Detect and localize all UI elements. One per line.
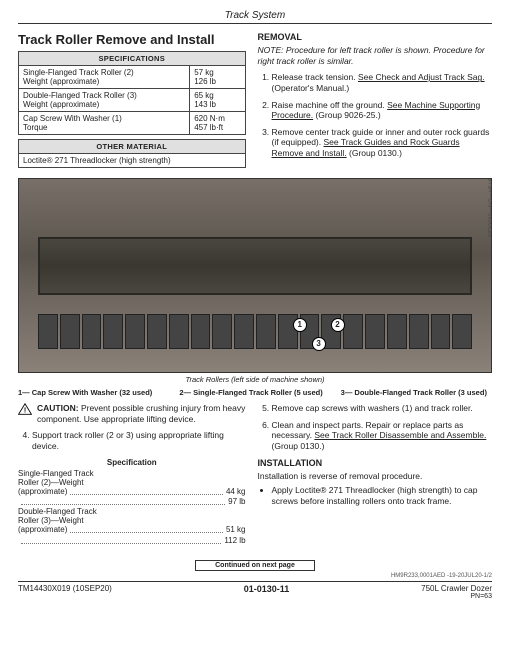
- legend-1: 1— Cap Screw With Washer (32 used): [18, 388, 169, 397]
- figure-caption: Track Rollers (left side of machine show…: [18, 375, 492, 384]
- step-3: Remove center track guide or inner and o…: [272, 127, 492, 159]
- header-rule: [18, 23, 492, 24]
- spec-val: 65 kg143 lb: [190, 89, 245, 112]
- other-row: Loctite® 271 Threadlocker (high strength…: [19, 154, 246, 168]
- installation-text: Installation is reverse of removal proce…: [258, 471, 492, 482]
- footer-left: TM14430X019 (10SEP20): [18, 584, 112, 593]
- callout-3: 3: [312, 337, 326, 351]
- page-title: Track Roller Remove and Install: [18, 32, 246, 47]
- removal-note: NOTE: Procedure for left track roller is…: [258, 45, 492, 66]
- section-header: Track System: [18, 10, 492, 21]
- installation-bullets: Apply Loctite® 271 Threadlocker (high st…: [258, 485, 492, 506]
- other-material-table: OTHER MATERIAL Loctite® 271 Threadlocker…: [18, 139, 246, 168]
- legend: 1— Cap Screw With Washer (32 used) 2— Si…: [18, 388, 492, 397]
- footer-right: 750L Crawler Dozer PN=63: [421, 584, 492, 600]
- steps-5-6: Remove cap screws with washers (1) and t…: [258, 403, 492, 452]
- step-2: Raise machine off the ground. See Machin…: [272, 100, 492, 121]
- specifications-table: SPECIFICATIONS Single-Flanged Track Roll…: [18, 51, 246, 135]
- spec-val: 620 N·m457 lb·ft: [190, 112, 245, 135]
- installation-heading: INSTALLATION: [258, 458, 492, 468]
- footer-page-id: 01-0130-11: [244, 584, 290, 594]
- step-4: Support track roller (2 or 3) using appr…: [32, 430, 246, 451]
- spec-block-2: Specification Single-Flanged Track Rolle…: [18, 458, 246, 547]
- legend-2: 2— Single-Flanged Track Roller (5 used): [179, 388, 330, 397]
- footer: TM14430X019 (10SEP20) 01-0130-11 750L Cr…: [18, 584, 492, 600]
- steps-4: Support track roller (2 or 3) using appr…: [18, 430, 246, 451]
- warning-icon: !: [18, 403, 32, 415]
- removal-heading: REMOVAL: [258, 32, 492, 42]
- other-heading: OTHER MATERIAL: [19, 140, 246, 154]
- step-6: Clean and inspect parts. Repair or repla…: [272, 420, 492, 452]
- spec-heading: SPECIFICATIONS: [19, 52, 246, 66]
- removal-steps: Release track tension. See Check and Adj…: [258, 72, 492, 158]
- track-frame-shape: [38, 237, 472, 295]
- callout-1: 1: [293, 318, 307, 332]
- figure-track-rollers: 1 2 3 TX1266975A—UN—09JUL20: [18, 178, 492, 373]
- spec-val: 57 kg126 lb: [190, 66, 245, 89]
- link-check-sag[interactable]: See Check and Adjust Track Sag.: [358, 72, 485, 82]
- step-1: Release track tension. See Check and Adj…: [272, 72, 492, 93]
- figure-ref: TX1266975A—UN—09JUL20: [487, 178, 492, 237]
- svg-text:!: !: [24, 408, 26, 415]
- link-roller-disassemble[interactable]: See Track Roller Disassemble and Assembl…: [314, 430, 486, 440]
- spec-label: Single-Flanged Track Roller (2) Weight (…: [19, 66, 190, 89]
- legend-3: 3— Double-Flanged Track Roller (3 used): [341, 388, 492, 397]
- step-5: Remove cap screws with washers (1) and t…: [272, 403, 492, 414]
- callout-2: 2: [331, 318, 345, 332]
- footer-rule: [18, 581, 492, 582]
- caution: ! CAUTION: Prevent possible crushing inj…: [18, 403, 246, 424]
- spec-label: Cap Screw With Washer (1) Torque: [19, 112, 190, 135]
- page-ref-code: HM9R233,0001AED -19-20JUL20-1/2: [18, 573, 492, 579]
- treads: [19, 314, 491, 349]
- continued-box: Continued on next page: [195, 560, 315, 571]
- installation-bullet: Apply Loctite® 271 Threadlocker (high st…: [272, 485, 492, 506]
- spec-label: Double-Flanged Track Roller (3) Weight (…: [19, 89, 190, 112]
